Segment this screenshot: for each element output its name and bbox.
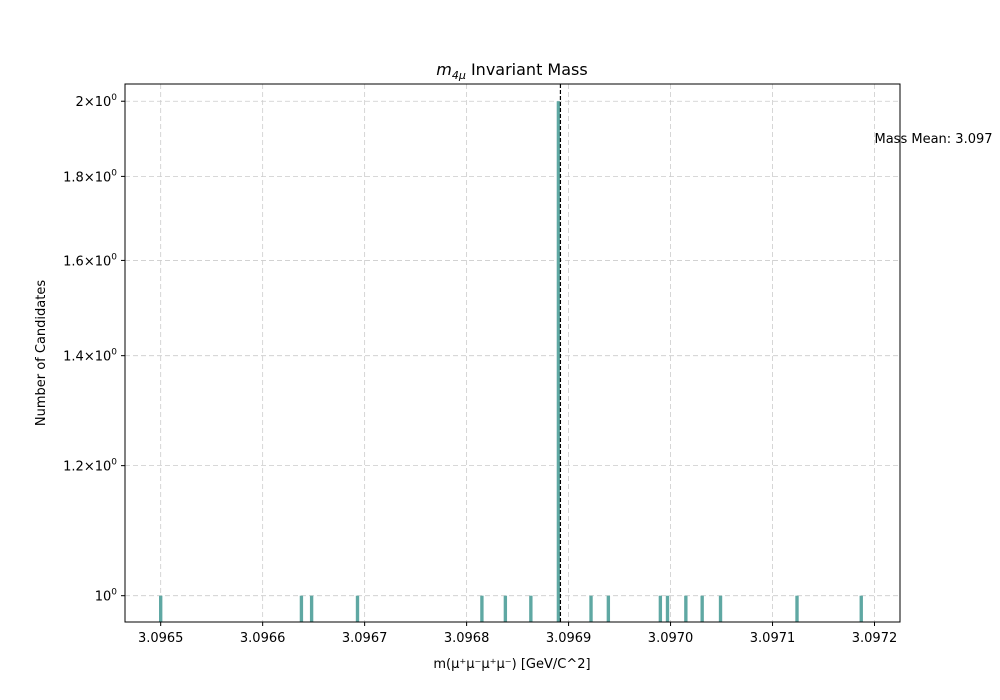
histogram-bar xyxy=(606,595,611,622)
histogram-bar xyxy=(684,595,688,622)
histogram-bar xyxy=(503,595,508,622)
y-tick-label: 1.8×100 xyxy=(63,168,117,185)
histogram-bar xyxy=(795,595,799,622)
x-axis-label: m(μ⁺μ⁻μ⁺μ⁻) [GeV/C^2] xyxy=(433,657,590,672)
y-tick-label: 1.4×100 xyxy=(63,348,117,365)
histogram-bar xyxy=(480,595,484,622)
x-tick-label: 3.0969 xyxy=(546,631,592,646)
histogram-bars xyxy=(159,101,863,622)
y-tick-label: 1.6×100 xyxy=(63,252,117,269)
x-tick-label: 3.0966 xyxy=(240,631,286,646)
x-tick-label: 3.0967 xyxy=(342,631,388,646)
histogram-bar xyxy=(299,595,304,622)
histogram-bar xyxy=(556,101,561,622)
chart-title: m4μ Invariant Mass xyxy=(436,60,587,82)
x-tick-label: 3.0971 xyxy=(750,631,796,646)
x-axis-ticks: 3.0965 3.0966 3.0967 3.0968 3.0969 3.0970 3.09… xyxy=(138,622,897,646)
x-tick-label: 3.0970 xyxy=(648,631,694,646)
y-tick-label: 100 xyxy=(95,588,118,605)
histogram-bar xyxy=(859,595,863,622)
grid-lines xyxy=(125,84,900,622)
y-tick-label: 2×100 xyxy=(76,93,118,110)
y-tick-label: 1.2×100 xyxy=(63,458,117,475)
x-tick-label: 3.0965 xyxy=(138,631,184,646)
plot-area-frame xyxy=(124,83,901,623)
histogram-bar xyxy=(529,595,533,622)
mass-mean-annotation: Mass Mean: 3.097 xyxy=(875,132,993,147)
histogram-bar xyxy=(718,595,723,622)
histogram-bar xyxy=(658,595,663,622)
histogram-bar xyxy=(589,595,593,622)
histogram-bar xyxy=(309,595,314,622)
y-axis-label: Number of Candidates xyxy=(34,280,49,426)
histogram-bar xyxy=(665,595,670,622)
histogram-bar xyxy=(355,595,360,622)
histogram-bar xyxy=(700,595,704,622)
x-tick-label: 3.0968 xyxy=(444,631,490,646)
histogram-bar xyxy=(159,595,163,622)
y-axis-ticks: 100 1.2×100 1.4×100 1.6×100 1.8×100 2×100 xyxy=(63,93,125,605)
x-tick-label: 3.0972 xyxy=(852,631,898,646)
